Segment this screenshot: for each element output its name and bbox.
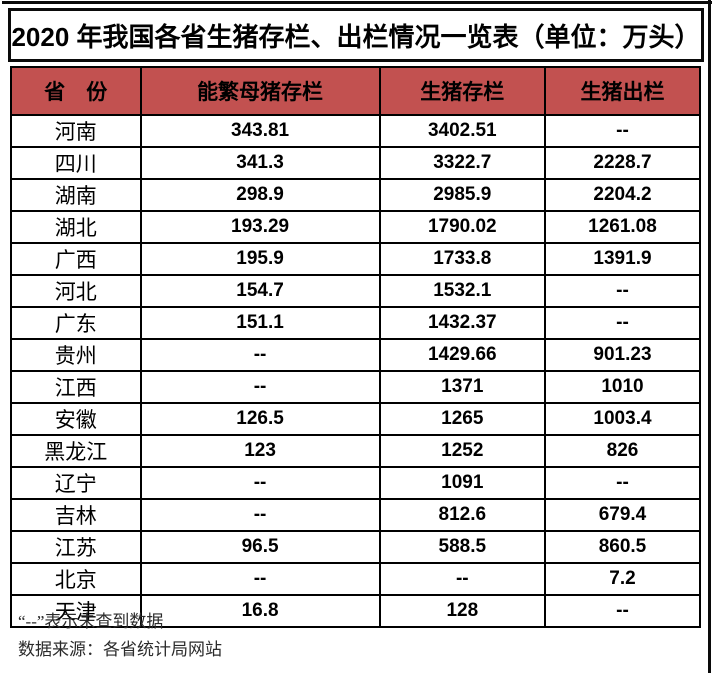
table-row: 贵州 -- 1429.66 901.23 [10, 338, 702, 372]
cell-pig-out: 901.23 [543, 338, 702, 372]
table-row: 四川 341.3 3322.7 2228.7 [10, 146, 702, 180]
cell-sow-stock: 195.9 [139, 242, 381, 276]
cell-sow-stock: 151.1 [139, 306, 381, 340]
cell-sow-stock: 341.3 [139, 146, 381, 180]
cell-pig-stock: 588.5 [378, 530, 546, 564]
cell-province: 黑龙江 [10, 434, 142, 468]
cell-sow-stock: 343.81 [139, 114, 381, 148]
cell-sow-stock: -- [139, 466, 381, 500]
column-header-pig-stock: 生猪存栏 [378, 66, 546, 116]
pig-stock-table: 省 份 能繁母猪存栏 生猪存栏 生猪出栏 河南 343.81 3402.51 -- 四川… [10, 66, 702, 628]
cell-pig-out: 1391.9 [543, 242, 702, 276]
cell-sow-stock: -- [139, 498, 381, 532]
cell-pig-out: -- [543, 466, 702, 500]
cell-pig-out: 1003.4 [543, 402, 702, 436]
cell-pig-out: -- [543, 274, 702, 308]
table-row: 江苏 96.5 588.5 860.5 [10, 530, 702, 564]
table-row: 河北 154.7 1532.1 -- [10, 274, 702, 308]
cell-province: 天津 [10, 594, 142, 628]
cell-sow-stock: 126.5 [139, 402, 381, 436]
cell-pig-stock: 1371 [378, 370, 546, 404]
cell-province: 北京 [10, 562, 142, 596]
table-row: 广西 195.9 1733.8 1391.9 [10, 242, 702, 276]
cell-pig-stock: 1790.02 [378, 210, 546, 244]
cell-pig-stock: 1532.1 [378, 274, 546, 308]
cell-pig-stock: 1091 [378, 466, 546, 500]
outer-frame-right-border [708, 0, 711, 673]
cell-province: 广东 [10, 306, 142, 340]
cell-pig-stock: 1733.8 [378, 242, 546, 276]
cell-pig-stock: 1429.66 [378, 338, 546, 372]
cell-pig-out: 826 [543, 434, 702, 468]
cell-sow-stock: -- [139, 338, 381, 372]
cell-province: 贵州 [10, 338, 142, 372]
cell-pig-out: 2228.7 [543, 146, 702, 180]
footnote-dash-meaning: “--”表示未查到数据 [18, 612, 164, 631]
cell-sow-stock: 16.8 [139, 594, 381, 628]
cell-pig-stock: 1252 [378, 434, 546, 468]
column-header-pig-out: 生猪出栏 [543, 66, 702, 116]
title-box: 2020 年我国各省生猪存栏、出栏情况一览表（单位：万头） [8, 8, 704, 62]
footnote-data-source: 数据来源：各省统计局网站 [18, 640, 222, 660]
footnotes: “--”表示未查到数据 数据来源：各省统计局网站 [18, 608, 222, 664]
cell-pig-stock: 128 [378, 594, 546, 628]
table-row: 湖南 298.9 2985.9 2204.2 [10, 178, 702, 212]
table-row: 湖北 193.29 1790.02 1261.08 [10, 210, 702, 244]
outer-frame-top-border [2, 1, 712, 4]
cell-province: 安徽 [10, 402, 142, 436]
cell-pig-stock: 1265 [378, 402, 546, 436]
cell-pig-out: 860.5 [543, 530, 702, 564]
cell-pig-stock: 3322.7 [378, 146, 546, 180]
column-header-province: 省 份 [10, 66, 142, 116]
table-row: 河南 343.81 3402.51 -- [10, 114, 702, 148]
cell-sow-stock: 193.29 [139, 210, 381, 244]
cell-province: 湖南 [10, 178, 142, 212]
cell-province: 江西 [10, 370, 142, 404]
table-row: 北京 -- -- 7.2 [10, 562, 702, 596]
cell-pig-out: 2204.2 [543, 178, 702, 212]
table-row: 辽宁 -- 1091 -- [10, 466, 702, 500]
cell-province: 河北 [10, 274, 142, 308]
page-title: 2020 年我国各省生猪存栏、出栏情况一览表（单位：万头） [11, 21, 701, 52]
cell-pig-out: -- [543, 594, 702, 628]
table-row: 江西 -- 1371 1010 [10, 370, 702, 404]
table-row: 黑龙江 123 1252 826 [10, 434, 702, 468]
cell-pig-stock: 812.6 [378, 498, 546, 532]
table-header-row: 省 份 能繁母猪存栏 生猪存栏 生猪出栏 [10, 66, 702, 116]
table-row: 天津 16.8 128 -- [10, 594, 702, 628]
cell-province: 吉林 [10, 498, 142, 532]
cell-pig-out: 7.2 [543, 562, 702, 596]
cell-pig-stock: 2985.9 [378, 178, 546, 212]
cell-pig-out: 1261.08 [543, 210, 702, 244]
cell-pig-out: -- [543, 306, 702, 340]
table-row: 吉林 -- 812.6 679.4 [10, 498, 702, 532]
cell-sow-stock: -- [139, 562, 381, 596]
cell-province: 辽宁 [10, 466, 142, 500]
cell-pig-stock: 3402.51 [378, 114, 546, 148]
table-body: 河南 343.81 3402.51 -- 四川 341.3 3322.7 2228.7 湖南 29… [10, 114, 702, 628]
cell-province: 四川 [10, 146, 142, 180]
cell-sow-stock: 298.9 [139, 178, 381, 212]
cell-province: 江苏 [10, 530, 142, 564]
cell-sow-stock: 123 [139, 434, 381, 468]
cell-sow-stock: 154.7 [139, 274, 381, 308]
cell-pig-stock: -- [378, 562, 546, 596]
cell-province: 广西 [10, 242, 142, 276]
cell-sow-stock: -- [139, 370, 381, 404]
cell-pig-out: 1010 [543, 370, 702, 404]
cell-pig-out: -- [543, 114, 702, 148]
cell-sow-stock: 96.5 [139, 530, 381, 564]
table-row: 广东 151.1 1432.37 -- [10, 306, 702, 340]
cell-province: 河南 [10, 114, 142, 148]
cell-pig-out: 679.4 [543, 498, 702, 532]
column-header-sow-stock: 能繁母猪存栏 [139, 66, 381, 116]
cell-province: 湖北 [10, 210, 142, 244]
cell-pig-stock: 1432.37 [378, 306, 546, 340]
table-row: 安徽 126.5 1265 1003.4 [10, 402, 702, 436]
